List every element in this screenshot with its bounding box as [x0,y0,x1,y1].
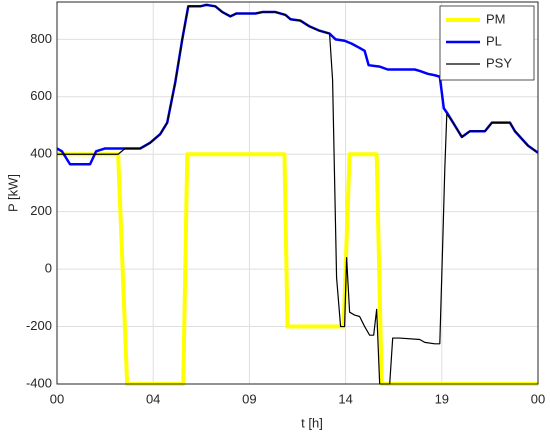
series-line [57,4,539,385]
y-tick-label: 0 [45,261,52,276]
legend-label: PL [486,33,502,48]
y-tick-label: -400 [26,375,52,390]
x-tick-label: 04 [146,391,160,406]
y-tick-label: 800 [30,31,52,46]
x-axis-label: t [h] [301,415,323,430]
x-tick-label: 00 [50,391,64,406]
y-tick-label: -200 [26,318,52,333]
legend-label: PM [486,11,506,26]
plot-frame [56,1,539,385]
y-tick-label: 400 [30,146,52,161]
x-tick-label: 00 [531,391,545,406]
legend-label: PSY [486,55,512,70]
x-tick-label: 19 [435,391,449,406]
y-tick-label: 200 [30,203,52,218]
x-tick-label: 14 [338,391,352,406]
y-tick-label: 600 [30,88,52,103]
y-axis-label: P [kW] [5,174,20,212]
series-line [57,152,538,386]
x-tick-label: 09 [242,391,256,406]
